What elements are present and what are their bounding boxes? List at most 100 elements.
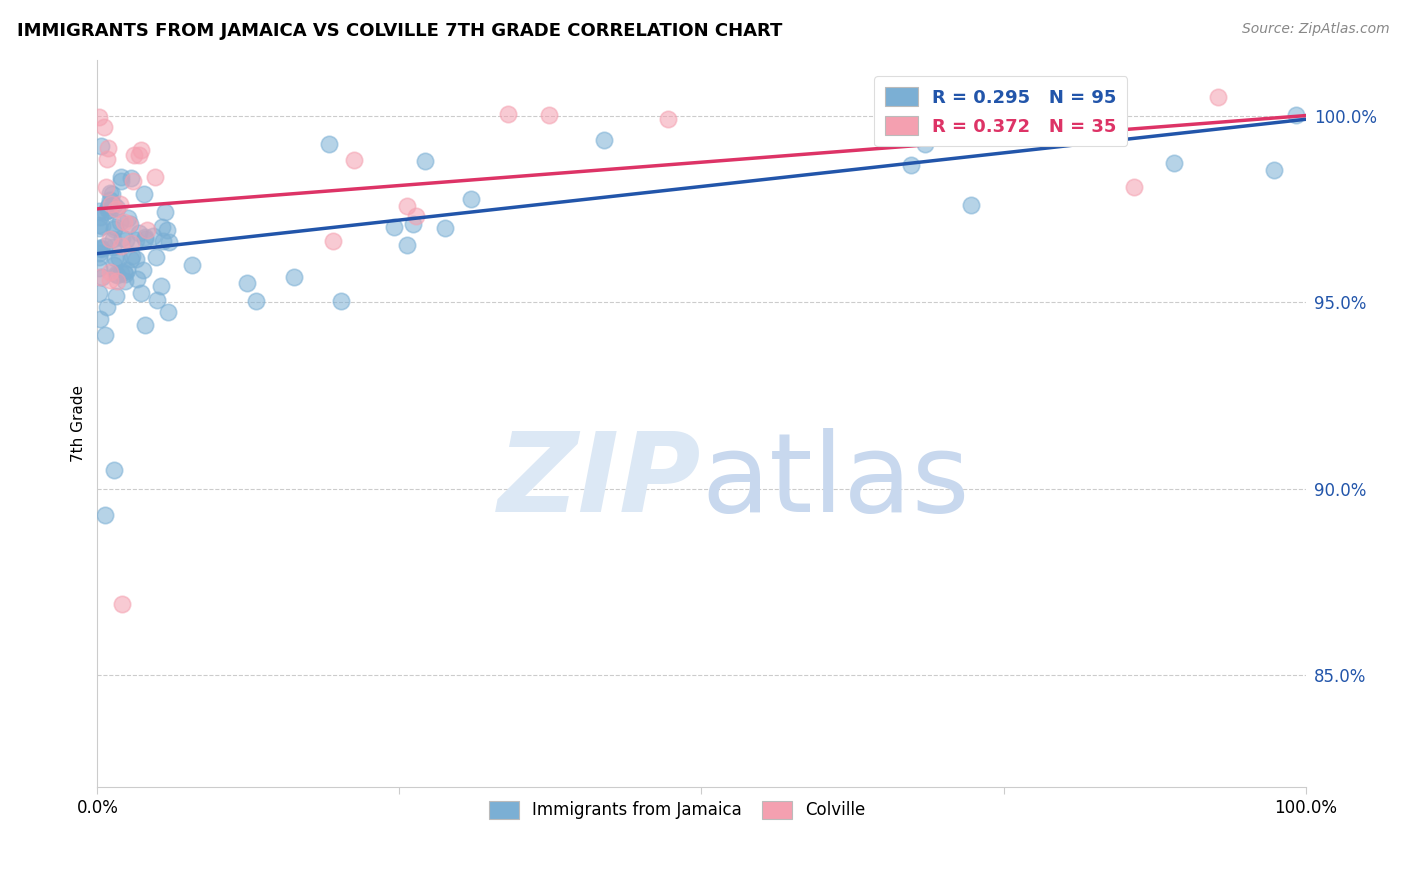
Point	[900, 158, 922, 172]
Point	[94, 328, 117, 343]
Point	[1015, 115, 1038, 129]
Point	[104, 252, 127, 266]
Point	[96, 300, 118, 314]
Point	[118, 217, 141, 231]
Point	[125, 252, 148, 266]
Point	[121, 248, 143, 262]
Point	[87, 110, 110, 124]
Point	[98, 197, 121, 211]
Point	[132, 263, 155, 277]
Point	[283, 270, 305, 285]
Point	[112, 265, 135, 279]
Point	[89, 210, 111, 224]
Point	[110, 215, 132, 229]
Point	[142, 229, 165, 244]
Point	[103, 463, 125, 477]
Point	[120, 235, 142, 250]
Point	[110, 174, 132, 188]
Point	[91, 219, 114, 233]
Point	[121, 174, 143, 188]
Point	[343, 153, 366, 167]
Point	[181, 258, 204, 272]
Point	[110, 169, 132, 184]
Point	[90, 241, 112, 255]
Point	[89, 270, 111, 285]
Point	[156, 305, 179, 319]
Point	[914, 136, 936, 151]
Point	[104, 267, 127, 281]
Point	[413, 153, 436, 168]
Point	[146, 293, 169, 307]
Point	[94, 508, 117, 522]
Point	[87, 241, 110, 255]
Point	[1263, 162, 1285, 177]
Point	[98, 232, 121, 246]
Point	[156, 223, 179, 237]
Point	[1285, 107, 1308, 121]
Y-axis label: 7th Grade: 7th Grade	[72, 384, 86, 462]
Point	[108, 251, 131, 265]
Point	[1206, 90, 1229, 104]
Point	[105, 274, 128, 288]
Point	[433, 221, 456, 235]
Point	[93, 120, 115, 134]
Point	[401, 217, 423, 231]
Point	[100, 187, 122, 202]
Point	[111, 231, 134, 245]
Point	[103, 197, 125, 211]
Point	[118, 217, 141, 231]
Point	[120, 170, 142, 185]
Point	[97, 141, 120, 155]
Point	[108, 196, 131, 211]
Point	[105, 268, 128, 283]
Point	[134, 230, 156, 244]
Point	[103, 221, 125, 235]
Point	[128, 148, 150, 162]
Point	[98, 193, 121, 207]
Point	[134, 318, 156, 333]
Point	[956, 125, 979, 139]
Point	[131, 143, 153, 157]
Point	[657, 112, 679, 126]
Point	[150, 219, 173, 234]
Point	[143, 169, 166, 184]
Point	[496, 107, 519, 121]
Point	[245, 293, 267, 308]
Point	[128, 226, 150, 240]
Point	[125, 272, 148, 286]
Point	[152, 234, 174, 248]
Point	[97, 202, 120, 217]
Point	[87, 246, 110, 260]
Point	[100, 203, 122, 218]
Point	[959, 198, 981, 212]
Point	[89, 286, 111, 301]
Text: Source: ZipAtlas.com: Source: ZipAtlas.com	[1241, 22, 1389, 37]
Point	[96, 152, 118, 166]
Point	[395, 238, 418, 252]
Point	[329, 293, 352, 308]
Point	[90, 139, 112, 153]
Point	[103, 240, 125, 254]
Point	[98, 186, 121, 201]
Point	[100, 272, 122, 286]
Point	[153, 204, 176, 219]
Point	[460, 192, 482, 206]
Point	[89, 312, 111, 326]
Point	[98, 265, 121, 279]
Point	[112, 215, 135, 229]
Point	[87, 204, 110, 219]
Point	[111, 598, 134, 612]
Point	[405, 209, 427, 223]
Point	[114, 267, 136, 281]
Point	[87, 218, 110, 232]
Point	[114, 274, 136, 288]
Point	[115, 263, 138, 277]
Point	[87, 261, 110, 276]
Point	[129, 285, 152, 300]
Point	[134, 186, 156, 201]
Point	[395, 199, 418, 213]
Point	[100, 197, 122, 211]
Point	[1123, 179, 1146, 194]
Point	[90, 242, 112, 256]
Point	[236, 276, 259, 290]
